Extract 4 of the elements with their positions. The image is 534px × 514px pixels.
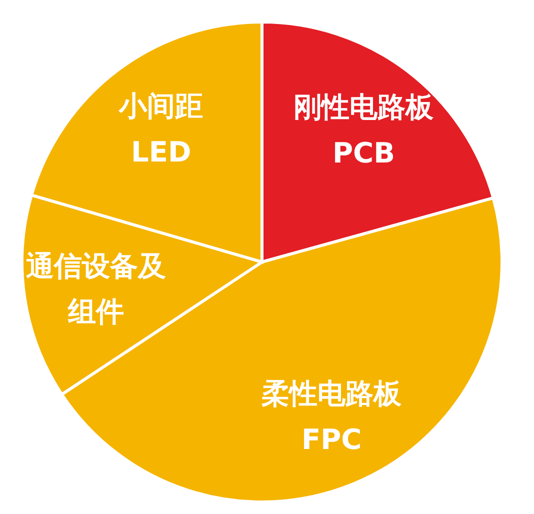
slice-label: 柔性电路板 FPC [260,376,403,456]
slice-label: 刚性电路板 PCB [294,90,435,170]
slice-label: 小间距 LED [118,90,204,169]
slice-label: 通信设备及组件 [26,249,166,328]
